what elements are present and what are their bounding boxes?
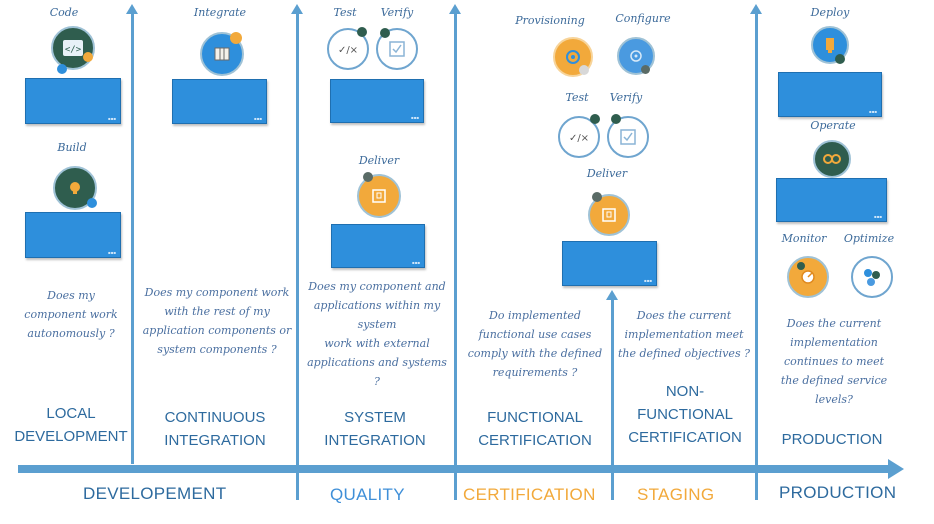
stage-local-development: LOCAL DEVELOPMENT: [14, 405, 128, 445]
svg-text:✓/×: ✓/×: [570, 133, 588, 144]
separator-2: [296, 12, 299, 500]
code-icon: </>: [51, 26, 95, 74]
svg-text:✓/×: ✓/×: [339, 45, 357, 56]
monitor-icon: [787, 256, 829, 298]
phase-production: PRODUCTION: [779, 483, 897, 502]
activity-operate-label: Operate: [810, 119, 856, 132]
operate-icon: [813, 140, 851, 178]
activity-test-2-label: Test: [565, 91, 589, 104]
question-ci: Does my component work with the rest of …: [142, 286, 292, 356]
separator-4-arrow: [606, 290, 618, 300]
activity-test-label: Test: [333, 6, 357, 19]
stage-continuous-integration: CONTINUOUS INTEGRATION: [164, 409, 266, 449]
separator-3: [454, 12, 457, 500]
activity-provisioning-label: Provisioning: [515, 14, 585, 27]
stage-production: PRODUCTION: [781, 431, 883, 448]
separator-4: [611, 298, 614, 500]
stage-system-integration: SYSTEM INTEGRATION: [324, 409, 426, 449]
activity-verify-label: Verify: [380, 6, 414, 19]
separator-1: [131, 12, 134, 464]
phase-certification: CERTIFICATION: [463, 485, 596, 504]
question-functional: Do implemented functional use cases comp…: [467, 309, 603, 379]
separator-1-arrow: [126, 4, 138, 14]
separator-5-arrow: [750, 4, 762, 14]
activity-verify-2-label: Verify: [609, 91, 643, 104]
phase-quality: QUALITY: [330, 485, 405, 504]
separator-2-arrow: [291, 4, 303, 14]
question-production: Does the current implementation continue…: [780, 317, 888, 406]
verify-2-icon: [607, 114, 649, 158]
optimize-icon: [851, 256, 893, 298]
activity-optimize-label: Optimize: [843, 232, 895, 245]
build-box: [25, 212, 121, 258]
test-2-icon: ✓/×: [558, 114, 600, 158]
certification-box: [562, 241, 657, 286]
test-verify-box: [330, 79, 424, 123]
test-icon: ✓/×: [327, 27, 369, 70]
svg-text:</>: </>: [65, 45, 82, 55]
question-system: Does my component and applications withi…: [307, 280, 447, 388]
deploy-box: [778, 72, 882, 117]
provisioning-icon: [553, 37, 593, 77]
activity-monitor-label: Monitor: [781, 232, 827, 245]
activity-integrate-label: Integrate: [193, 6, 247, 19]
separator-5: [755, 12, 758, 500]
activity-code-label: Code: [49, 6, 79, 19]
operate-box: [776, 178, 887, 222]
activity-configure-label: Configure: [615, 12, 671, 25]
integrate-icon: [200, 32, 244, 76]
activity-build-label: Build: [57, 141, 87, 154]
code-box: [25, 78, 121, 124]
build-icon: [53, 166, 97, 210]
activity-deploy-label: Deploy: [810, 6, 850, 19]
stage-functional-certification: FUNCTIONAL CERTIFICATION: [478, 409, 592, 449]
timeline-arrowhead: [888, 459, 904, 479]
phase-staging: STAGING: [637, 485, 715, 504]
deploy-icon: [811, 26, 849, 64]
deliver-icon: [357, 172, 401, 218]
configure-icon: [617, 37, 655, 75]
question-local: Does my component work autonomously ?: [24, 289, 118, 340]
deliver-box: [331, 224, 425, 268]
phase-developement: DEVELOPEMENT: [83, 484, 227, 503]
integrate-box: [172, 79, 267, 124]
deliver-2-icon: [588, 192, 630, 236]
question-non-functional: Does the current implementation meet the…: [618, 309, 750, 360]
activity-deliver-label: Deliver: [358, 154, 400, 167]
activity-deliver-2-label: Deliver: [586, 167, 628, 180]
separator-3-arrow: [449, 4, 461, 14]
stage-non-functional-certification: NON- FUNCTIONAL CERTIFICATION: [628, 383, 742, 446]
verify-icon: [376, 28, 418, 70]
